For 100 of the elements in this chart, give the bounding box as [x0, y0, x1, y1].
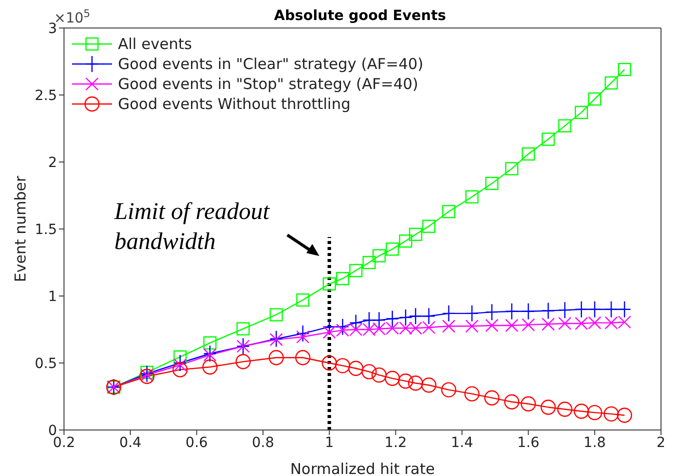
x-tick-label: 0.4	[119, 434, 142, 451]
point	[522, 147, 535, 161]
point	[203, 345, 217, 362]
y-tick-label: 1.5	[34, 222, 57, 238]
point	[484, 390, 500, 406]
point	[558, 301, 572, 319]
point	[505, 162, 518, 176]
point	[542, 132, 555, 146]
point	[408, 376, 424, 391]
point	[574, 300, 588, 318]
legend-label: All events	[118, 34, 192, 54]
point	[386, 242, 399, 256]
point	[587, 404, 602, 420]
point	[557, 402, 572, 417]
point	[372, 249, 386, 262]
point	[140, 365, 154, 382]
point	[384, 370, 400, 386]
point	[140, 366, 154, 379]
point	[442, 320, 456, 333]
point	[618, 62, 632, 76]
point	[270, 308, 283, 322]
point	[421, 378, 436, 393]
point	[270, 332, 283, 346]
point	[322, 277, 336, 291]
point	[399, 308, 412, 326]
y-axis-title: Event number	[11, 175, 30, 282]
point	[322, 355, 337, 371]
y-tick-label: 2.5	[34, 88, 57, 104]
legend-label: Good events Without throttling	[118, 94, 350, 114]
point	[542, 318, 555, 331]
point	[604, 406, 619, 422]
point	[505, 318, 518, 332]
point	[505, 302, 518, 320]
point	[362, 364, 377, 380]
point	[465, 304, 479, 322]
point	[362, 256, 376, 270]
x-axis-title: Normalized hit rate	[290, 460, 435, 476]
point	[542, 302, 555, 320]
point	[465, 190, 479, 204]
point	[348, 360, 364, 376]
point	[398, 373, 414, 389]
point	[540, 400, 556, 415]
point	[618, 300, 632, 318]
y-tick-label: 2	[48, 154, 57, 171]
point	[236, 322, 250, 336]
ref-line-label: Limit of readout bandwidth	[113, 199, 271, 256]
point	[202, 359, 218, 375]
x-tick-label: 1.8	[584, 434, 606, 451]
point	[173, 354, 187, 372]
point	[296, 293, 310, 307]
point	[268, 350, 284, 366]
point	[335, 358, 350, 374]
point	[203, 336, 217, 350]
point	[442, 204, 456, 218]
point	[408, 228, 422, 241]
point	[616, 408, 632, 423]
point	[485, 176, 498, 190]
chart-title: Absolute good Events	[274, 8, 446, 24]
point	[441, 382, 456, 398]
legend-label: Good events in "Clear" strategy (AF=40)	[118, 54, 424, 74]
point	[522, 302, 535, 320]
point	[522, 318, 535, 332]
point	[296, 324, 310, 342]
point	[408, 308, 422, 325]
point	[362, 312, 376, 329]
point	[604, 300, 618, 318]
point	[270, 330, 283, 348]
point	[588, 92, 602, 106]
point	[574, 106, 588, 120]
y-tick-label: 0.5	[34, 356, 57, 372]
point	[465, 320, 479, 333]
point	[422, 308, 436, 325]
point	[173, 358, 187, 372]
x-tick-label: 0.8	[252, 434, 274, 451]
point	[504, 394, 520, 410]
point	[296, 330, 310, 344]
point	[236, 354, 251, 370]
point	[349, 314, 362, 332]
point	[322, 318, 336, 336]
point	[371, 367, 387, 383]
x-tick-label: 2	[656, 434, 666, 451]
point	[442, 304, 456, 322]
point	[295, 350, 310, 366]
x-tick-label: 1.4	[450, 434, 474, 451]
point	[520, 396, 536, 412]
point	[558, 119, 572, 132]
point	[422, 220, 436, 233]
y-tick-label: 3	[48, 20, 57, 37]
legend-label: Good events in "Stop" strategy (AF=40)	[118, 74, 418, 94]
point	[336, 272, 350, 286]
point	[485, 318, 498, 332]
y-tick-label: 1	[48, 288, 57, 305]
point	[558, 316, 572, 330]
point	[464, 386, 480, 402]
point	[172, 362, 188, 378]
point	[574, 404, 589, 419]
point	[604, 76, 618, 90]
point	[372, 312, 386, 329]
x-tick-label: 0.2	[52, 434, 76, 451]
point	[485, 303, 498, 321]
